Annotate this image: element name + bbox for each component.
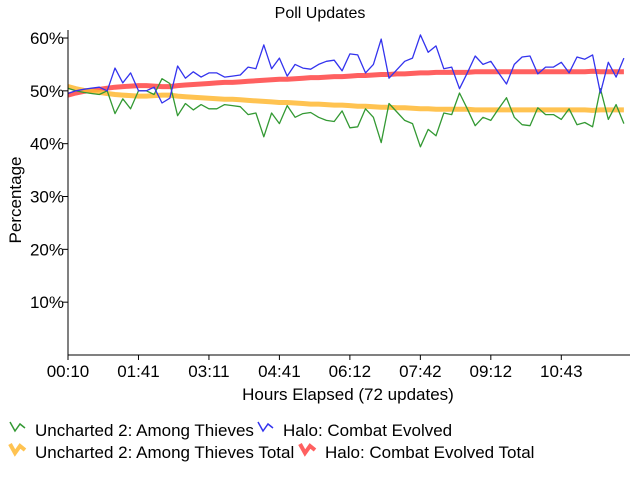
legend-line-icon xyxy=(8,443,27,457)
y-tick-label: 20% xyxy=(30,240,64,259)
chart-title: Poll Updates xyxy=(275,5,366,22)
legend-line-icon xyxy=(298,443,317,457)
y-axis-label: Percentage xyxy=(6,157,25,244)
legend-item-0: Uncharted 2: Among Thieves xyxy=(9,421,254,440)
y-tick-label: 40% xyxy=(30,135,64,154)
legend-item-1: Halo: Combat Evolved xyxy=(257,421,452,440)
series-line-2 xyxy=(67,84,624,113)
y-tick-label: 60% xyxy=(30,29,64,48)
legend: Uncharted 2: Among Thieves Halo: Combat E… xyxy=(8,421,534,462)
x-tick-label: 04:41 xyxy=(258,362,301,381)
legend-item-2: Uncharted 2: Among Thieves Total xyxy=(8,443,294,462)
x-tick-label: 00:10 xyxy=(47,362,90,381)
series-layer xyxy=(67,34,625,148)
legend-label: Uncharted 2: Among Thieves xyxy=(35,421,254,440)
legend-label: Uncharted 2: Among Thieves Total xyxy=(35,443,294,462)
ticks-layer: 10% 20% 30% 40% 50% 60% 00:10 01:41 03:11 04:41 06… xyxy=(30,29,583,381)
y-tick-label: 50% xyxy=(30,82,64,101)
legend-label: Halo: Combat Evolved xyxy=(283,421,452,440)
y-tick-label: 10% xyxy=(30,293,64,312)
legend-line-icon xyxy=(9,421,26,433)
x-tick-label: 10:43 xyxy=(540,362,583,381)
legend-line-icon xyxy=(257,421,274,433)
legend-label: Halo: Combat Evolved Total xyxy=(325,443,534,462)
series-line-3 xyxy=(67,68,624,98)
legend-item-3: Halo: Combat Evolved Total xyxy=(298,443,534,462)
x-tick-label: 01:41 xyxy=(117,362,160,381)
x-tick-label: 03:11 xyxy=(188,362,229,381)
x-tick-label: 06:12 xyxy=(329,362,372,381)
x-tick-label: 09:12 xyxy=(470,362,513,381)
x-tick-label: 07:42 xyxy=(399,362,442,381)
series-line-1 xyxy=(67,34,625,104)
y-tick-label: 30% xyxy=(30,188,64,207)
series-line-0 xyxy=(67,78,625,148)
x-axis-label: Hours Elapsed (72 updates) xyxy=(242,385,454,404)
